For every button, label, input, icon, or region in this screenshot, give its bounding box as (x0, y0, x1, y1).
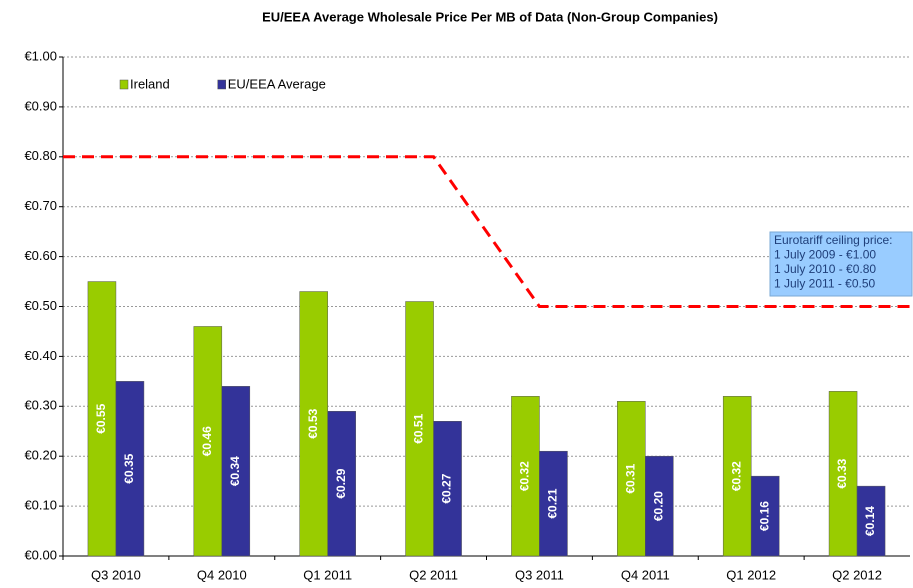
bar (193, 326, 223, 557)
bar (539, 450, 568, 557)
value-label: €0.16 (757, 501, 771, 531)
y-tick-label: €1.00 (24, 48, 57, 63)
bar (299, 291, 328, 557)
bar (87, 281, 117, 557)
bar (828, 391, 858, 557)
bar (856, 485, 886, 557)
y-tick-label: €0.90 (24, 98, 57, 113)
value-label: €0.55 (94, 403, 108, 433)
bar (645, 455, 674, 557)
bar (617, 401, 646, 557)
y-tick-label: €0.00 (24, 547, 57, 562)
value-label: €0.27 (440, 473, 454, 503)
x-tick-label: Q3 2010 (91, 567, 141, 582)
bar (433, 421, 462, 557)
x-tick-label: Q1 2012 (726, 567, 776, 582)
bar (405, 301, 434, 557)
y-tick-label: €0.70 (24, 198, 57, 213)
value-label: €0.34 (228, 456, 242, 486)
x-tick-label: Q2 2011 (409, 567, 458, 582)
annotation-text: 1 July 2010 - €0.80 (774, 262, 876, 276)
x-tick-label: Q3 2011 (515, 567, 564, 582)
value-label: €0.51 (412, 413, 426, 443)
annotation-text: Eurotariff ceiling price: (774, 233, 893, 247)
x-tick-label: Q4 2011 (621, 567, 670, 582)
y-tick-label: €0.30 (24, 398, 57, 413)
value-label: €0.21 (546, 488, 560, 518)
x-tick-label: Q1 2011 (303, 567, 352, 582)
legend-label: Ireland (130, 76, 170, 91)
bar (722, 396, 752, 557)
annotation-text: 1 July 2009 - €1.00 (774, 248, 876, 262)
x-tick-label: Q4 2010 (197, 567, 247, 582)
legend-swatch (217, 79, 226, 90)
y-tick-label: €0.20 (24, 448, 57, 463)
legend-swatch (119, 79, 129, 90)
value-label: €0.31 (623, 463, 637, 493)
value-label: €0.46 (200, 426, 214, 456)
value-label: €0.35 (122, 453, 136, 483)
y-tick-label: €0.50 (24, 298, 57, 313)
chart-title: EU/EEA Average Wholesale Price Per MB of… (262, 9, 718, 24)
value-label: €0.53 (306, 408, 320, 438)
value-label: €0.32 (729, 461, 743, 491)
bar (221, 386, 251, 557)
y-tick-label: €0.40 (24, 348, 57, 363)
legend-label: EU/EEA Average (228, 76, 326, 91)
bar (115, 381, 145, 557)
value-label: €0.14 (863, 506, 877, 536)
y-tick-label: €0.80 (24, 148, 57, 163)
annotation-box (769, 231, 913, 297)
value-label: €0.33 (835, 458, 849, 488)
ceiling-line (63, 155, 910, 308)
y-tick-label: €0.10 (24, 498, 57, 513)
bar (511, 396, 540, 557)
annotation-text: 1 July 2011 - €0.50 (774, 277, 876, 291)
value-label: €0.32 (518, 461, 532, 491)
bar (327, 411, 356, 557)
bar (750, 475, 780, 557)
x-tick-label: Q2 2012 (832, 567, 882, 582)
value-label: €0.20 (651, 491, 665, 521)
value-label: €0.29 (334, 468, 348, 498)
y-tick-label: €0.60 (24, 248, 57, 263)
